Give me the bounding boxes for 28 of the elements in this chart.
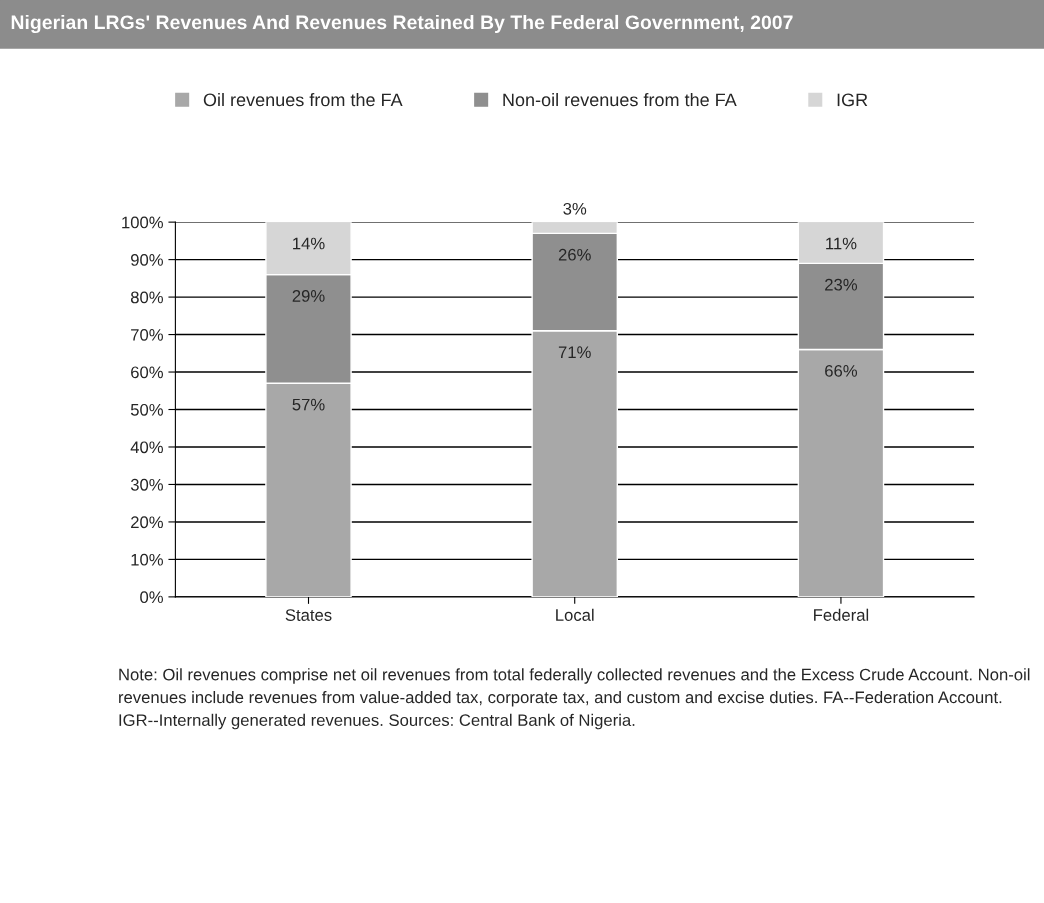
x-tick-label: Local (556, 608, 594, 621)
y-tick-label: 90% (131, 254, 163, 266)
legend-label: Oil revenues from the FA (203, 93, 403, 107)
x-tick-label: States (285, 609, 332, 621)
y-tick-label: 80% (130, 291, 163, 304)
y-tick-label: 20% (131, 516, 163, 529)
data-label: 3% (563, 202, 587, 215)
y-tick-label: 50% (130, 403, 163, 416)
y-tick-label: 40% (130, 441, 163, 454)
data-label: 11% (826, 237, 857, 250)
y-tick-label: 10% (131, 553, 163, 566)
y-tick-label: 0% (140, 591, 163, 604)
data-label: 66% (825, 364, 858, 377)
y-tick-label: 70% (131, 328, 163, 341)
data-label: 23% (825, 278, 858, 291)
data-label: 29% (292, 290, 325, 302)
data-label: 71% (558, 346, 591, 358)
chart-title: Nigerian LRGs' Revenues And Revenues Retained By The Federal Government, 2007 (11, 14, 793, 34)
data-label: 14% (293, 237, 325, 250)
text: Note: Oil revenues comprise net oil revenues from total federally collected revenues and the Excess Crude Account. Non-oil revenues include revenues from value-added tax, corporate tax, and custom and excise duties. FA--Federation Account. IGR--Internally generated revenues. Sources: Central Bank of Nigeria. (119, 668, 1030, 730)
y-tick-label: 100% (122, 216, 163, 229)
data-label: 57% (292, 398, 325, 411)
y-tick-label: 30% (130, 478, 163, 491)
legend-label: IGR (837, 93, 868, 107)
legend-label: Non-oil revenues from the FA (503, 93, 737, 107)
data-label: 26% (558, 248, 591, 261)
x-tick-label: Federal (814, 608, 869, 621)
y-tick-label: 60% (131, 366, 163, 379)
